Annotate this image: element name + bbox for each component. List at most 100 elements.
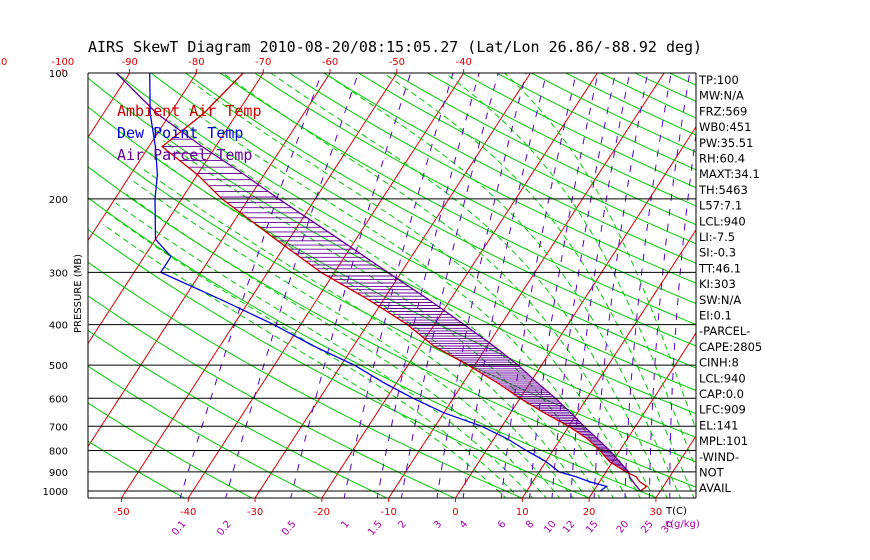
x-axis-label: T(C)	[665, 506, 687, 517]
bottom-temp-tick-label: 0	[452, 507, 458, 518]
stability-index-item: MAXT:34.1	[699, 167, 760, 181]
dry-adiabat-line	[663, 54, 870, 502]
mixing-ratio-unit-label: r(g/kg)	[666, 519, 700, 530]
stability-index-item: FRZ:569	[699, 104, 747, 118]
stability-index-item: TT:46.1	[698, 261, 741, 275]
moist-adiabat-line	[270, 73, 668, 498]
pressure-tick-label: 600	[49, 394, 68, 405]
stability-index-item: LI:-7.5	[699, 230, 735, 244]
pressure-tick-label: 100	[49, 69, 68, 80]
pressure-tick-label: 500	[49, 361, 68, 372]
moist-adiabat-line	[106, 211, 520, 498]
mixing-ratio-tick-label: 1	[339, 519, 352, 531]
moist-adiabat-line	[222, 73, 655, 498]
legend-air-parcel-temp: Air Parcel Temp	[117, 146, 252, 164]
mixing-ratio-line	[225, 73, 359, 498]
bottom-temp-tick-label: -50	[113, 507, 129, 518]
moist-adiabat-line	[169, 120, 615, 498]
mixing-ratio-tick-label: 25	[639, 519, 656, 536]
dry-adiabat-line	[184, 73, 696, 347]
mixing-ratio-tick-label: 2	[396, 519, 409, 531]
dry-adiabat-line	[88, 402, 253, 498]
top-temp-tick-label: -70	[255, 57, 271, 68]
pressure-tick-label: 900	[49, 468, 68, 479]
stability-index-item: MPL:101	[699, 434, 748, 448]
ambient-air-temp-line	[161, 73, 648, 492]
moist-adiabat-line	[143, 168, 574, 498]
stability-index-item: MW:N/A	[699, 89, 744, 103]
stability-index-item: PW:35.51	[699, 136, 753, 150]
isotherm-line	[655, 435, 696, 498]
y-axis-label: PRESSURE (MB)	[73, 254, 84, 333]
dry-adiabat-line	[357, 73, 696, 245]
top-temp-tick-label: -90	[121, 57, 137, 68]
mixing-ratio-tick-label: 15	[584, 519, 601, 536]
top-temp-tick-label: -50	[389, 57, 405, 68]
mixing-ratio-tick-label: 4	[458, 519, 471, 531]
stability-index-item: CINH:8	[699, 356, 739, 370]
stability-index-item: NOT	[699, 466, 725, 480]
mixing-ratio-line	[648, 73, 691, 498]
stability-index-item: TH:5463	[698, 183, 748, 197]
top-temp-tick-label: -60	[322, 57, 338, 68]
dry-adiabat-line	[322, 73, 696, 264]
chart-title: AIRS SkewT Diagram 2010-08-20/08:15:05.2…	[88, 38, 702, 56]
stability-index-item: LCL:940	[699, 214, 746, 228]
dry-adiabat-line	[115, 73, 696, 391]
stability-index-item: SI:-0.3	[699, 246, 736, 260]
mixing-ratio-tick-label: 6	[496, 519, 509, 531]
dry-adiabat-line	[461, 73, 696, 189]
mixing-ratio-tick-label: 0.5	[280, 519, 299, 538]
moist-adiabat-line	[163, 140, 601, 498]
mixing-ratio-tick-label: 1.5	[366, 519, 385, 538]
isotherm-line	[120, 73, 398, 498]
pressure-tick-label: 400	[49, 321, 68, 332]
pressure-tick-label: 700	[49, 422, 68, 433]
stability-index-item: LFC:909	[699, 403, 746, 417]
dry-adiabat-line	[797, 54, 870, 502]
mixing-ratio-line	[179, 73, 323, 498]
legend-ambient-air-temp: Ambient Air Temp	[117, 102, 262, 120]
top-temp-tick-label: -40	[455, 57, 471, 68]
mixing-ratio-tick-label: 12	[561, 519, 578, 536]
isotherm-line	[88, 73, 264, 345]
top-temp-tick-label: -80	[188, 57, 204, 68]
dry-adiabat-line	[219, 73, 696, 326]
moist-adiabat-line	[126, 193, 547, 498]
dry-adiabat-line	[253, 73, 696, 305]
bottom-temp-tick-label: -20	[314, 507, 330, 518]
mixing-ratio-tick-label: 3	[432, 519, 445, 531]
pressure-tick-label: 800	[49, 446, 68, 457]
mixing-ratio-line	[593, 73, 649, 498]
mixing-ratio-tick-label: 0.1	[170, 519, 189, 538]
mixing-ratio-line	[343, 73, 454, 498]
stability-index-item: -PARCEL-	[699, 324, 750, 338]
bottom-temp-tick-label: -30	[247, 507, 263, 518]
moist-adiabat-line	[185, 105, 628, 498]
dry-adiabat-line	[150, 73, 696, 369]
mixing-ratio-line	[500, 73, 577, 498]
mixing-ratio-tick-label: 20	[615, 519, 632, 536]
dew-point-temp-line	[149, 73, 609, 492]
bottom-temp-tick-label: 10	[516, 507, 529, 518]
stability-index-item: CAP:0.0	[699, 387, 744, 401]
moist-adiabat-line	[383, 73, 695, 498]
stability-index-item: CAPE:2805	[699, 340, 762, 354]
moist-adiabat-line	[131, 179, 561, 498]
mixing-ratio-line	[570, 73, 631, 498]
pressure-tick-label: 1000	[43, 487, 68, 498]
top-temp-tick-label: -100	[52, 57, 75, 68]
stability-index-item: L57:7.1	[699, 199, 742, 213]
pressure-tick-label: 300	[49, 268, 68, 279]
stability-index-item: -WIND-	[699, 450, 739, 464]
stability-index-item: WB0:451	[699, 120, 751, 134]
bottom-temp-tick-label: -10	[380, 507, 396, 518]
isotherm-line	[88, 73, 198, 242]
stability-index-item: RH:60.4	[699, 152, 745, 166]
mixing-ratio-line	[400, 73, 499, 498]
moist-adiabat-line	[102, 223, 507, 498]
mixing-ratio-line	[436, 73, 527, 498]
legend-dew-point-temp: Dew Point Temp	[117, 124, 243, 142]
bottom-temp-tick-label: 30	[649, 507, 662, 518]
